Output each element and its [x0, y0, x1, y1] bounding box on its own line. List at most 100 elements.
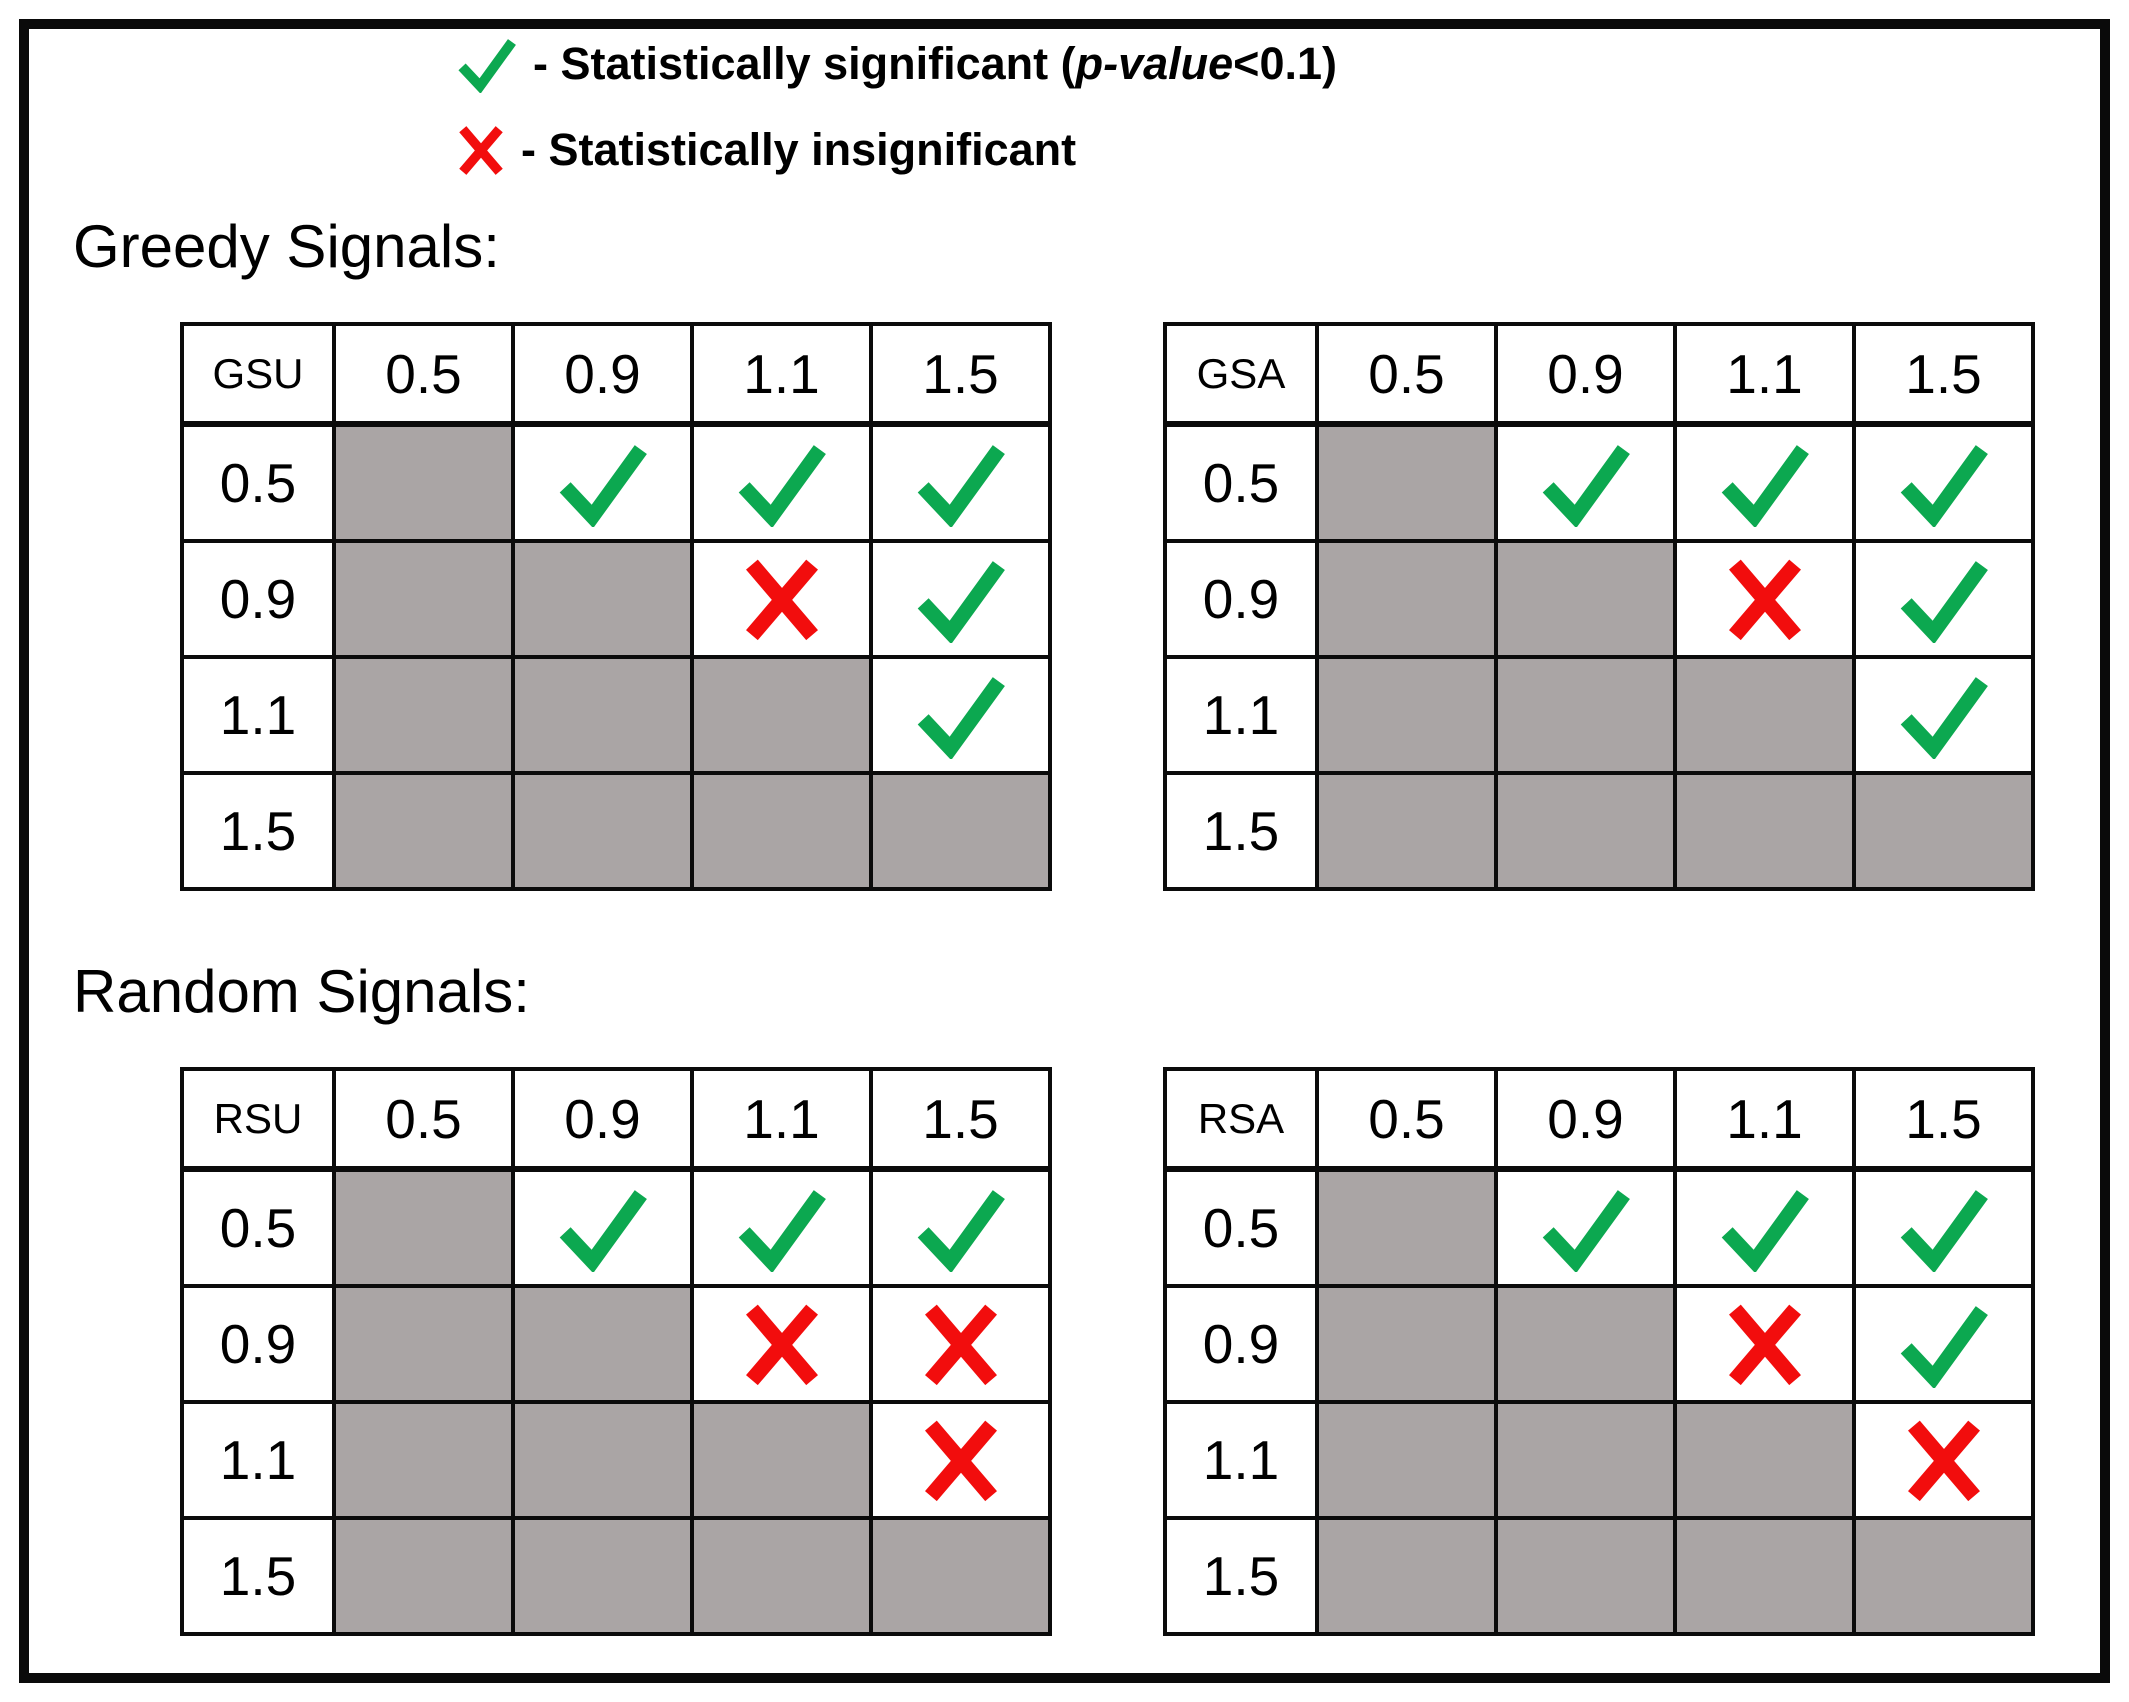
masked-cell: [1315, 1516, 1498, 1636]
cross-icon: [1728, 559, 1801, 641]
table-row: 1.1: [1163, 655, 2035, 775]
check-icon: [559, 445, 647, 527]
significant-cell: [690, 1167, 873, 1288]
masked-cell: [1315, 1167, 1498, 1288]
table-row: 0.9: [180, 1284, 1052, 1404]
table-row: 1.5: [1163, 1516, 2035, 1636]
significant-cell: [511, 422, 694, 543]
insignificant-cell: [869, 1284, 1052, 1404]
check-icon: [1721, 1190, 1809, 1272]
significant-cell: [1852, 1167, 2035, 1288]
cross-icon: [1728, 1304, 1801, 1386]
masked-cell: [1315, 771, 1498, 891]
masked-cell: [690, 771, 873, 891]
section-title-greedy-signals: Greedy Signals:: [73, 213, 500, 280]
masked-cell: [511, 771, 694, 891]
column-header: 0.9: [1494, 322, 1677, 427]
table-row: 1.5: [180, 1516, 1052, 1636]
masked-cell: [332, 1167, 515, 1288]
row-label: 0.9: [1163, 539, 1319, 659]
table-row: 1.1: [180, 655, 1052, 775]
check-icon: [738, 1190, 826, 1272]
masked-cell: [1494, 1284, 1677, 1404]
row-label: 1.1: [180, 655, 336, 775]
check-icon: [738, 445, 826, 527]
cross-icon: [924, 1304, 997, 1386]
masked-cell: [511, 1400, 694, 1520]
table-gsa: GSA 0.5 0.9 1.1 1.5 0.5 0.9 1.1 1.5: [1163, 322, 2035, 891]
significant-cell: [1852, 655, 2035, 775]
column-header: 1.1: [690, 1067, 873, 1172]
column-header: 0.5: [1315, 322, 1498, 427]
masked-cell: [1673, 771, 1856, 891]
masked-cell: [1494, 539, 1677, 659]
masked-cell: [332, 771, 515, 891]
check-icon: [1900, 677, 1988, 759]
masked-cell: [511, 1284, 694, 1404]
masked-cell: [1315, 655, 1498, 775]
column-header: 0.5: [332, 322, 515, 427]
masked-cell: [332, 1516, 515, 1636]
row-label: 0.5: [180, 422, 336, 543]
significant-cell: [1494, 422, 1677, 543]
row-label: 0.9: [180, 539, 336, 659]
header-row: RSU 0.5 0.9 1.1 1.5: [180, 1067, 1052, 1172]
check-icon: [1721, 445, 1809, 527]
check-icon: [917, 677, 1005, 759]
section-title-random-signals: Random Signals:: [73, 958, 530, 1025]
column-header: 0.5: [1315, 1067, 1498, 1172]
header-row: GSU 0.5 0.9 1.1 1.5: [180, 322, 1052, 427]
legend-significant-label: - Statistically significant (p-value<0.1…: [533, 38, 1337, 90]
significant-cell: [1494, 1167, 1677, 1288]
table-row: 0.5: [180, 1167, 1052, 1288]
legend-insignificant-row: - Statistically insignificant: [455, 114, 1337, 186]
masked-cell: [1494, 655, 1677, 775]
check-icon: [1900, 561, 1988, 643]
insignificant-cell: [1852, 1400, 2035, 1520]
column-header: 0.9: [1494, 1067, 1677, 1172]
significant-cell: [1852, 1284, 2035, 1404]
significant-cell: [869, 539, 1052, 659]
masked-cell: [332, 1284, 515, 1404]
significant-cell: [511, 1167, 694, 1288]
corner-cell-gsu: GSU: [180, 322, 336, 427]
masked-cell: [690, 1400, 873, 1520]
row-label: 0.9: [180, 1284, 336, 1404]
check-icon: [1900, 445, 1988, 527]
corner-cell-rsu: RSU: [180, 1067, 336, 1172]
legend-significant-prefix: - Statistically significant (: [533, 38, 1076, 89]
legend: - Statistically significant (p-value<0.1…: [455, 28, 1337, 200]
masked-cell: [332, 422, 515, 543]
masked-cell: [511, 539, 694, 659]
masked-cell: [1494, 1400, 1677, 1520]
masked-cell: [1315, 422, 1498, 543]
insignificant-cell: [690, 539, 873, 659]
check-icon: [458, 39, 516, 93]
check-icon: [455, 35, 519, 93]
corner-cell-gsa: GSA: [1163, 322, 1319, 427]
column-header: 1.1: [1673, 1067, 1856, 1172]
row-label: 0.5: [1163, 1167, 1319, 1288]
significant-cell: [869, 1167, 1052, 1288]
check-icon: [559, 1190, 647, 1272]
table-row: 0.5: [180, 422, 1052, 543]
column-header: 1.1: [690, 322, 873, 427]
table-row: 1.1: [180, 1400, 1052, 1520]
column-header: 1.5: [869, 322, 1052, 427]
masked-cell: [1315, 539, 1498, 659]
column-header: 0.9: [511, 322, 694, 427]
insignificant-cell: [1673, 1284, 1856, 1404]
check-icon: [1542, 445, 1630, 527]
table-row: 0.9: [1163, 539, 2035, 659]
masked-cell: [1315, 1284, 1498, 1404]
check-icon: [1542, 1190, 1630, 1272]
row-label: 1.1: [180, 1400, 336, 1520]
table-gsu: GSU 0.5 0.9 1.1 1.5 0.5 0.9 1.1 1.5: [180, 322, 1052, 891]
masked-cell: [1852, 771, 2035, 891]
table-rsa: RSA 0.5 0.9 1.1 1.5 0.5 0.9 1.1 1.5: [1163, 1067, 2035, 1636]
check-icon: [917, 561, 1005, 643]
masked-cell: [332, 539, 515, 659]
insignificant-cell: [1673, 539, 1856, 659]
header-row: RSA 0.5 0.9 1.1 1.5: [1163, 1067, 2035, 1172]
masked-cell: [869, 771, 1052, 891]
